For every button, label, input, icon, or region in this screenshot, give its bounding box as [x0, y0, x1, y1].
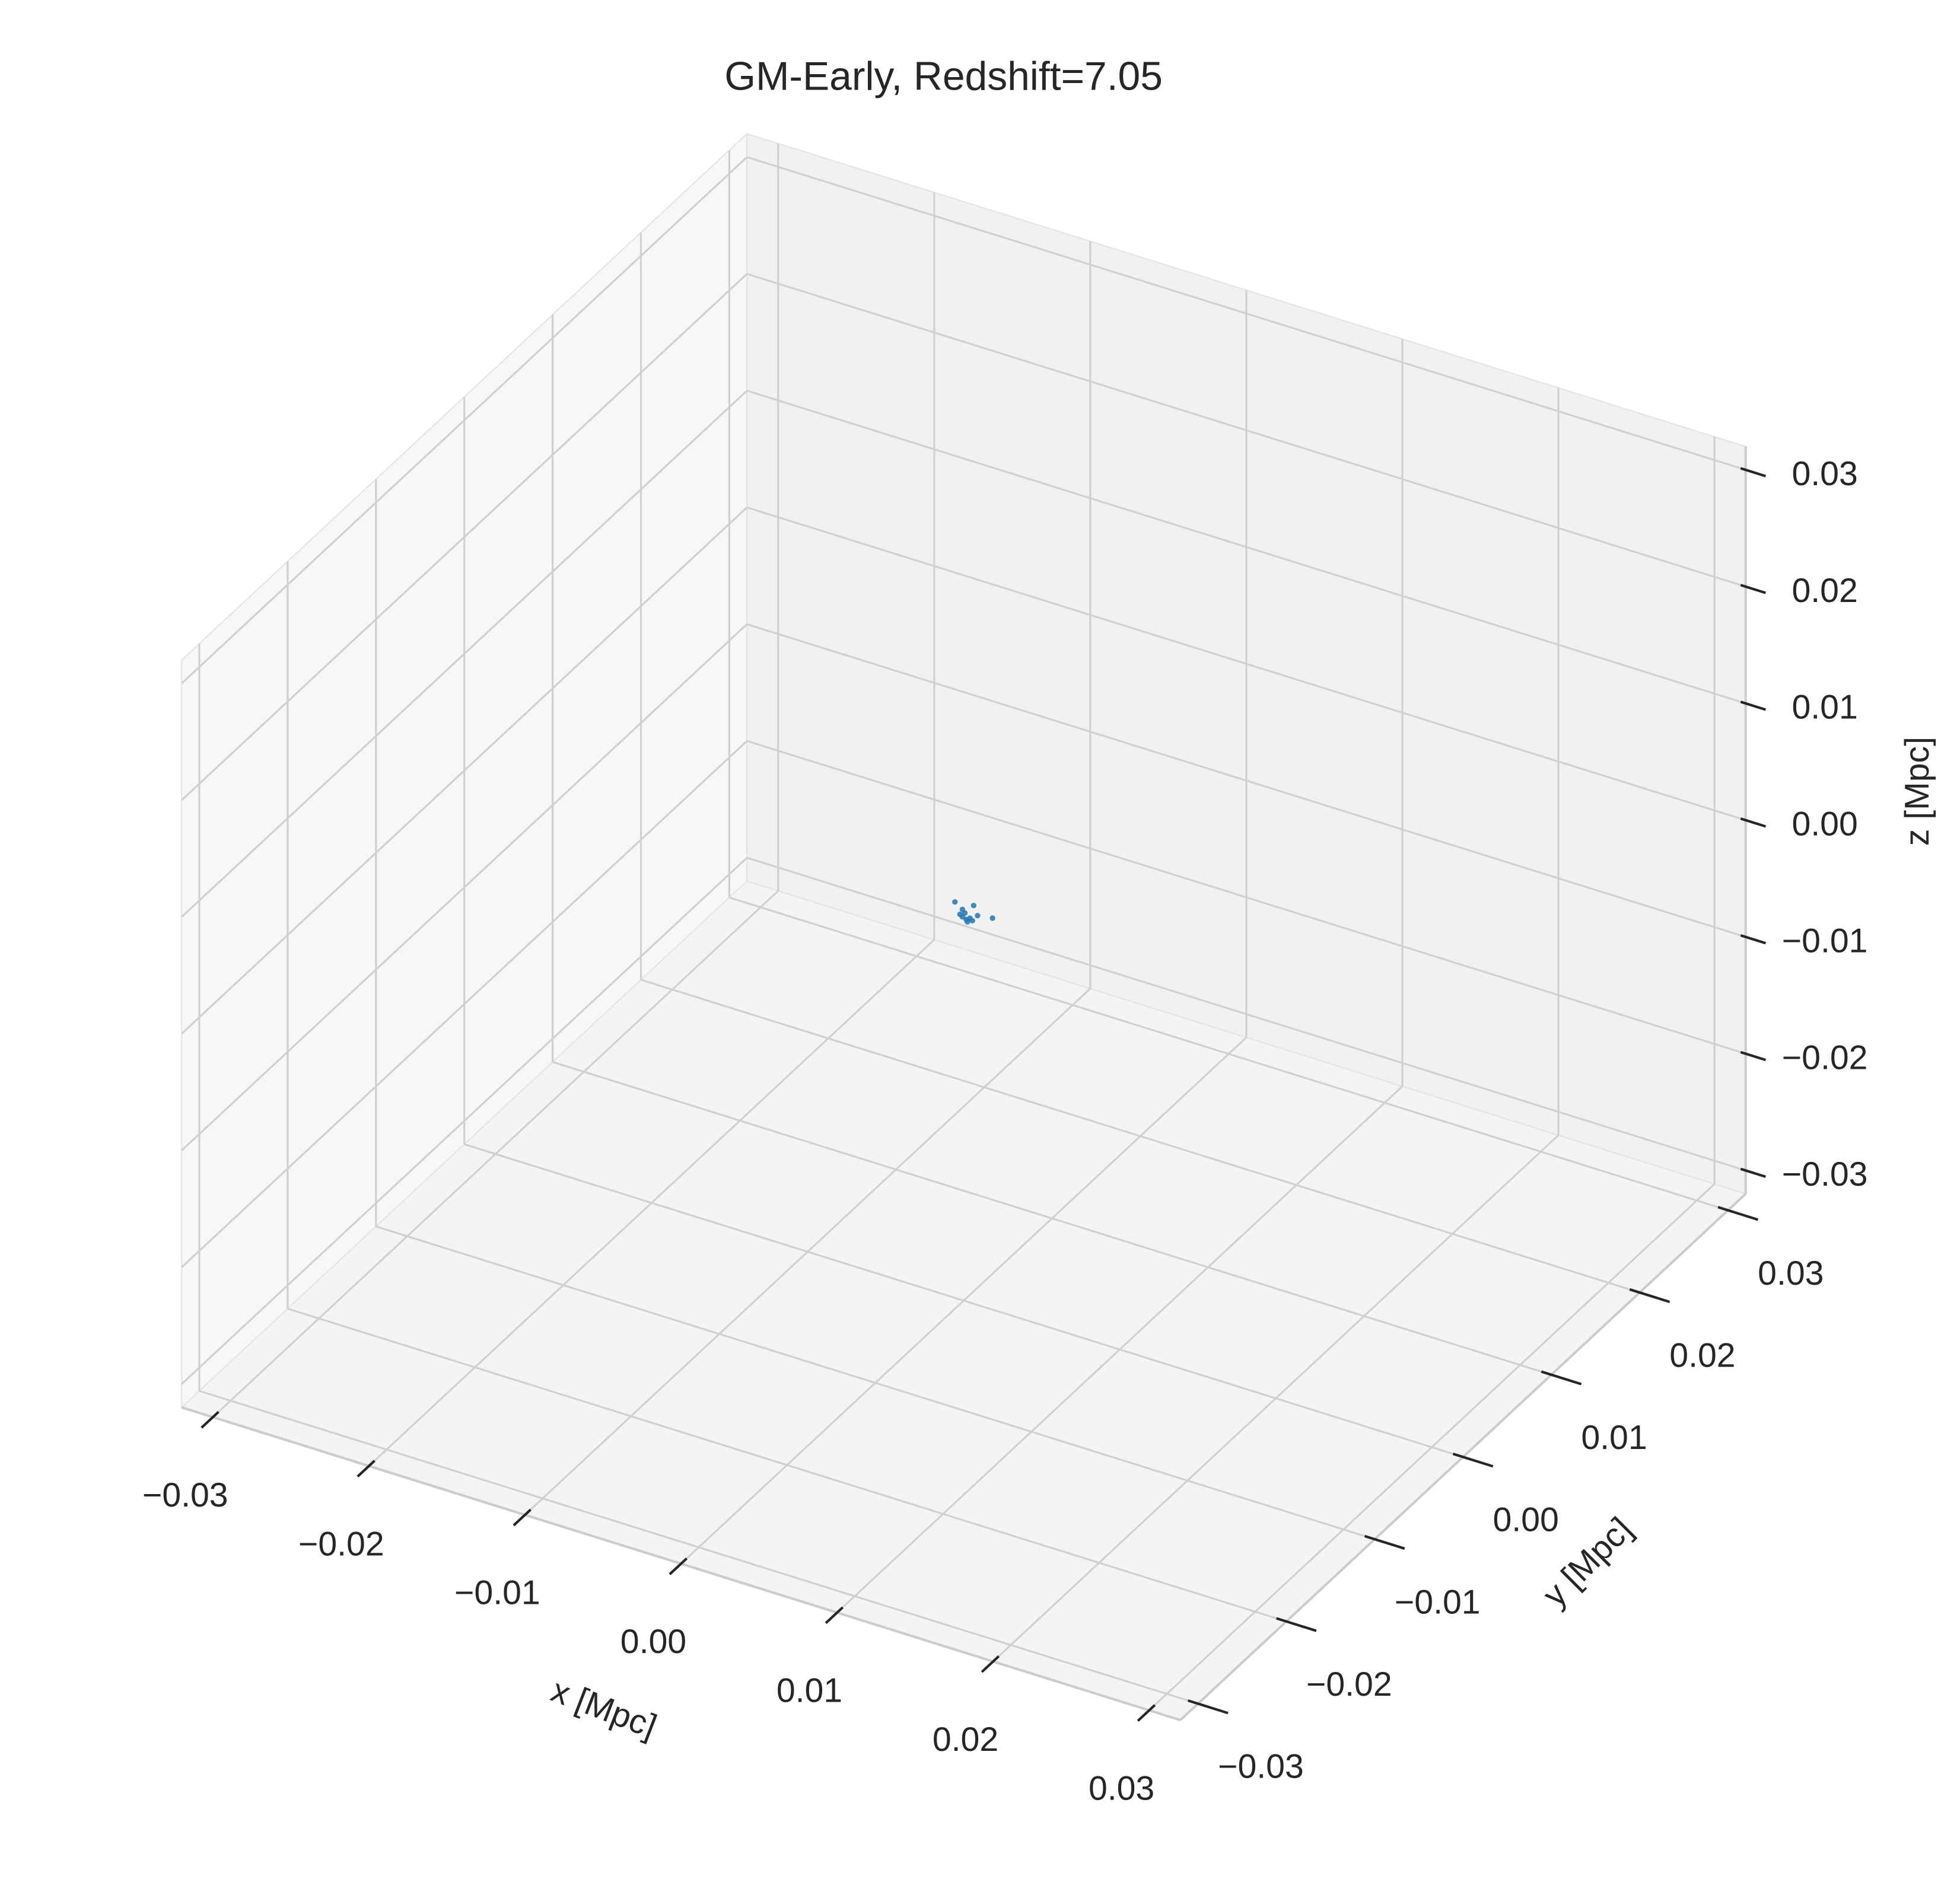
point	[975, 913, 981, 919]
z-tick-label: −0.03	[1782, 1155, 1868, 1193]
x-tick-label: −0.03	[142, 1476, 228, 1514]
y-tick	[1275, 1617, 1317, 1632]
grid-line	[181, 856, 748, 1385]
grid-line	[181, 507, 748, 1034]
y-tick-label: 0.02	[1669, 1336, 1735, 1374]
y-tick-label: −0.03	[1218, 1748, 1304, 1786]
y-tick	[1717, 1206, 1759, 1221]
y-tick-label: 0.03	[1758, 1254, 1824, 1292]
x-tick	[981, 1655, 1000, 1673]
x-tick-label: 0.03	[1089, 1769, 1154, 1807]
grid-line	[746, 856, 1746, 1171]
grid-line	[181, 273, 748, 801]
grid-line	[376, 1225, 1375, 1540]
chart-title: GM-Early, Redshift=7.05	[724, 54, 1163, 98]
grid-line	[746, 156, 1746, 471]
grid-line	[746, 740, 1746, 1055]
z-tick	[1740, 1167, 1767, 1179]
point	[957, 911, 963, 918]
grid-line	[181, 740, 748, 1268]
y-tick	[1452, 1453, 1494, 1468]
grid-line	[464, 1143, 1463, 1458]
z-tick-label: −0.02	[1782, 1039, 1868, 1077]
grid-line	[181, 156, 748, 684]
y-tick	[1629, 1288, 1671, 1304]
y-tick	[1188, 1699, 1229, 1715]
x-tick-label: −0.01	[454, 1574, 540, 1612]
grid-line	[181, 623, 748, 1151]
z-tick-label: −0.01	[1782, 922, 1868, 960]
x-tick-label: 0.00	[621, 1623, 686, 1661]
y-tick-label: −0.02	[1306, 1665, 1392, 1703]
x-tick-label: 0.02	[933, 1721, 998, 1759]
grid-line	[746, 623, 1746, 938]
grid-line	[728, 896, 1729, 1212]
x-tick	[825, 1606, 844, 1625]
point	[971, 903, 976, 909]
x-tick-label: −0.02	[298, 1525, 384, 1563]
x-tick	[357, 1460, 376, 1477]
x-tick	[201, 1410, 219, 1429]
y-tick-label: −0.01	[1395, 1583, 1481, 1621]
y-tick	[1364, 1534, 1405, 1550]
z-axis-label: z [Mpc]	[1898, 737, 1936, 846]
z-tick-label: 0.02	[1792, 572, 1857, 610]
point	[969, 918, 975, 923]
grid-line	[746, 390, 1746, 705]
x-tick	[1137, 1704, 1156, 1722]
grid-line	[181, 390, 748, 918]
y-tick-label: 0.00	[1493, 1501, 1558, 1539]
point	[965, 919, 971, 925]
z-tick	[1740, 934, 1767, 945]
x-tick	[669, 1558, 688, 1575]
x-tick	[513, 1508, 532, 1527]
y-tick-label: 0.01	[1581, 1419, 1647, 1457]
z-tick-label: 0.03	[1792, 455, 1857, 493]
z-tick	[1740, 467, 1767, 477]
z-tick	[1740, 700, 1767, 711]
z-tick-label: 0.01	[1792, 689, 1857, 727]
x-axis-label: x [Mpc]	[546, 1671, 662, 1746]
grid-line	[552, 1061, 1552, 1376]
x-tick-label: 0.01	[777, 1671, 842, 1709]
y-tick	[1541, 1370, 1582, 1386]
z-tick	[1740, 1050, 1767, 1062]
grid-line	[746, 273, 1746, 588]
grid-line	[287, 1307, 1287, 1623]
z-tick-label: 0.00	[1792, 805, 1857, 843]
z-tick	[1740, 584, 1767, 594]
grid-line	[746, 507, 1746, 821]
point	[952, 899, 958, 905]
grid-line	[199, 1390, 1199, 1705]
grid-line	[641, 979, 1640, 1294]
point	[989, 915, 995, 921]
z-tick	[1740, 817, 1767, 828]
